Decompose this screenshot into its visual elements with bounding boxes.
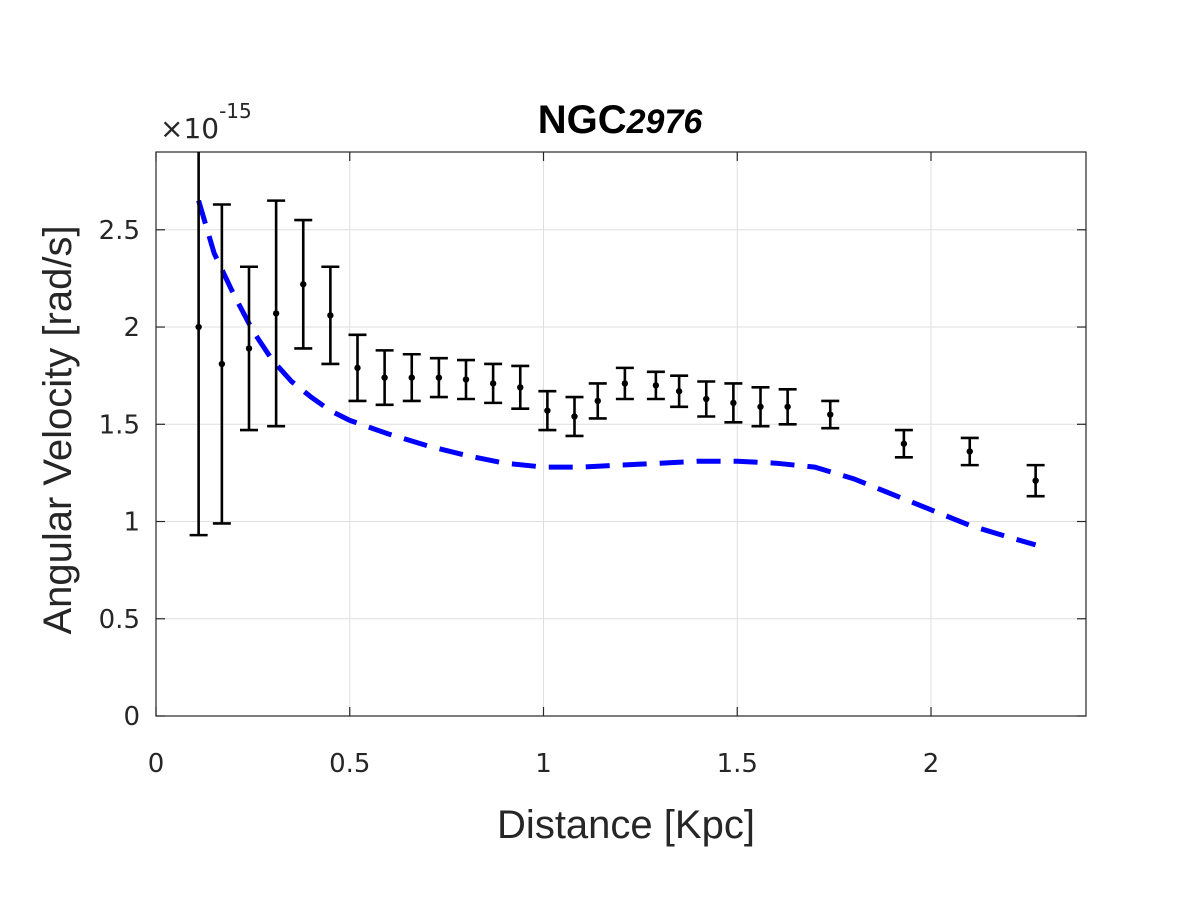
data-point xyxy=(571,413,578,420)
data-point-with-errorbar xyxy=(697,380,716,418)
data-point xyxy=(730,399,737,407)
model-curve xyxy=(196,199,1037,548)
data-point-with-errorbar xyxy=(212,203,231,525)
data-point xyxy=(245,345,253,352)
y-tick-label: 1.5 xyxy=(99,410,140,440)
data-point xyxy=(408,374,415,381)
data-point-with-errorbar xyxy=(511,364,530,411)
y-axis-multiplier: ×10-15 xyxy=(160,99,252,145)
data-point xyxy=(354,364,361,372)
x-axis-label: Distance [Kpc] xyxy=(497,803,755,847)
data-point-with-errorbar xyxy=(240,265,258,432)
data-point-with-errorbar xyxy=(615,366,634,401)
data-point xyxy=(621,380,629,387)
data-point xyxy=(784,403,791,410)
data-point xyxy=(381,374,388,381)
data-point xyxy=(300,281,307,288)
data-point-with-errorbar xyxy=(484,362,503,405)
x-tick-label: 0 xyxy=(148,749,165,779)
data-point-with-errorbar xyxy=(1026,463,1045,498)
data-point-with-errorbar xyxy=(670,374,689,409)
y-multiplier-base: ×10 xyxy=(160,112,219,145)
chart-title: NGC2976 xyxy=(538,98,704,142)
data-point-with-errorbar xyxy=(646,370,665,401)
y-axis-label: Angular Velocity [rad/s] xyxy=(36,225,80,634)
data-point xyxy=(544,407,551,414)
data-point-with-errorbar xyxy=(321,265,340,366)
data-point xyxy=(327,312,334,319)
data-point-with-errorbar xyxy=(457,358,475,401)
data-point xyxy=(218,360,226,368)
data-point xyxy=(517,384,524,391)
data-point xyxy=(757,403,764,410)
data-point-with-errorbar xyxy=(294,218,313,350)
data-point-with-errorbar xyxy=(189,152,208,537)
data-point xyxy=(435,374,443,381)
data-point xyxy=(195,323,202,331)
data-point-with-errorbar xyxy=(960,436,979,467)
y-axis-ticks: 0 0.5 1 1.5 2 2.5 xyxy=(99,216,1086,732)
data-point-with-errorbar xyxy=(724,382,743,424)
axes-frame xyxy=(155,151,1087,717)
x-tick-label: 0.5 xyxy=(329,749,370,779)
y-tick-label: 0.5 xyxy=(99,605,140,635)
data-point xyxy=(594,397,601,405)
data-point xyxy=(272,310,280,317)
x-tick-label: 1 xyxy=(535,749,552,779)
data-point-with-errorbar xyxy=(821,399,840,430)
data-point-with-errorbar xyxy=(588,382,607,420)
model-series xyxy=(196,199,1037,548)
data-point xyxy=(827,411,834,418)
y-tick-label: 1 xyxy=(123,508,140,538)
chart-title-number: 2976 xyxy=(626,103,704,141)
data-point-with-errorbar xyxy=(565,395,584,438)
data-point-with-errorbar xyxy=(267,199,286,428)
data-point xyxy=(462,376,470,383)
data-point xyxy=(489,380,497,387)
y-tick-label: 0 xyxy=(123,702,140,732)
y-multiplier-exponent: -15 xyxy=(219,99,252,123)
data-point-with-errorbar xyxy=(429,356,448,399)
data-point xyxy=(1032,477,1039,484)
data-point xyxy=(966,448,973,455)
plot-area xyxy=(156,152,1086,716)
x-tick-label: 2 xyxy=(923,749,940,779)
data-point-with-errorbar xyxy=(778,387,797,426)
data-point xyxy=(652,382,660,389)
data-point xyxy=(900,440,908,447)
data-point xyxy=(675,388,683,395)
data-point xyxy=(703,395,710,403)
y-tick-label: 2.5 xyxy=(99,216,140,246)
data-point-with-errorbar xyxy=(375,349,394,407)
grid-lines xyxy=(156,152,1086,716)
observed-series xyxy=(189,152,1045,537)
y-tick-label: 2 xyxy=(123,313,140,343)
data-point-with-errorbar xyxy=(402,352,421,403)
data-point-with-errorbar xyxy=(538,389,557,432)
chart-title-prefix: NGC xyxy=(538,98,627,142)
data-point-with-errorbar xyxy=(894,428,913,459)
data-point-with-errorbar xyxy=(751,386,770,428)
x-tick-label: 1.5 xyxy=(717,749,758,779)
x-axis-ticks: 0 0.5 1 1.5 2 xyxy=(148,152,940,779)
data-point-with-errorbar xyxy=(348,333,367,403)
